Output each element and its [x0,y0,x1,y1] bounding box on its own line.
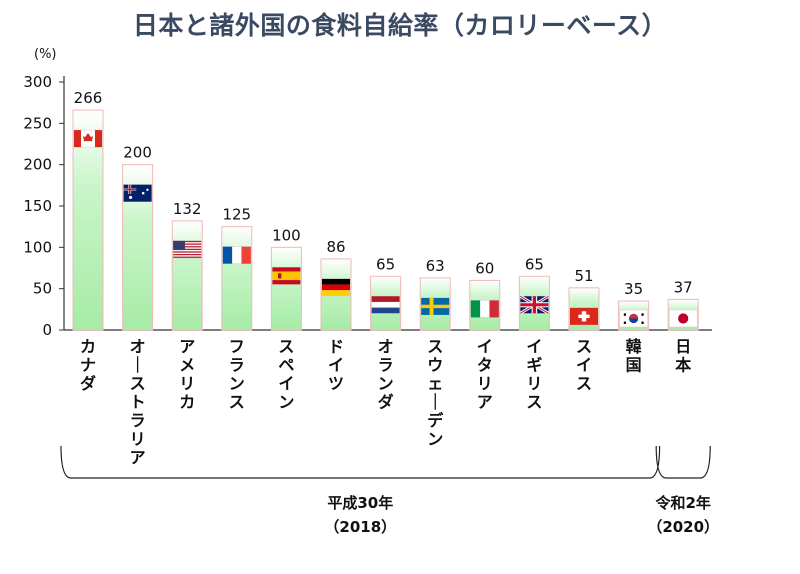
category-label: スウェ｜デン [427,337,444,449]
group-sublabel: （2018） [324,518,396,536]
data-label: 200 [123,144,152,162]
sweden-flag [420,297,450,316]
category-label: アメリカ [179,337,195,412]
data-label: 35 [624,280,643,298]
y-axis-unit: (%) [34,47,57,62]
category-label: 韓国 [626,337,642,375]
group-label: 平成30年 [327,494,393,512]
canada-flag [73,129,103,148]
australia-flag [123,184,152,202]
data-label: 125 [222,206,251,224]
y-tick-label: 100 [23,238,52,256]
data-label: 51 [574,267,593,285]
data-label: 65 [376,255,395,273]
data-label: 266 [74,89,103,107]
category-label: スペイン [278,337,294,412]
data-label: 100 [272,226,301,244]
category-label: 日本 [675,337,691,375]
group-sublabel: （2020） [647,518,719,536]
usa-flag [172,240,202,259]
category-label: フランス [229,337,245,412]
netherlands-flag [371,296,400,314]
germany-flag [321,278,351,297]
category-label: オランダ [378,337,394,412]
group-bracket [60,445,661,479]
data-label: 132 [173,200,202,218]
data-label: 63 [426,257,445,275]
bar [270,246,302,331]
japan-flag [668,309,698,328]
category-label: イギリス [526,337,542,412]
y-tick-label: 200 [23,156,52,174]
y-tick-label: 300 [23,73,52,91]
italy-flag [470,300,500,318]
category-label: スイス [576,337,592,393]
uk-flag [519,294,550,315]
category-label: イタリア [477,337,493,412]
y-tick-label: 0 [42,321,52,339]
y-tick-label: 150 [23,197,52,215]
group-label: 令和2年 [655,494,710,512]
bar [171,220,203,331]
spain-flag [272,267,301,285]
chart-title: 日本と諸外国の食料自給率（カロリーベース） [132,11,668,40]
korea-flag [619,309,648,328]
group-bracket [655,445,711,479]
category-label: カナダ [80,337,96,393]
data-label: 60 [475,259,494,277]
category-label: ドイツ [328,337,344,393]
data-label: 65 [525,255,544,273]
france-flag [222,246,252,264]
data-label: 86 [326,238,345,256]
switzerland-flag [569,307,599,326]
y-tick-label: 50 [33,280,52,298]
data-label: 37 [674,278,693,296]
bar [221,226,253,331]
y-tick-label: 250 [23,114,52,132]
category-label: オ｜ストラリア [130,337,146,467]
